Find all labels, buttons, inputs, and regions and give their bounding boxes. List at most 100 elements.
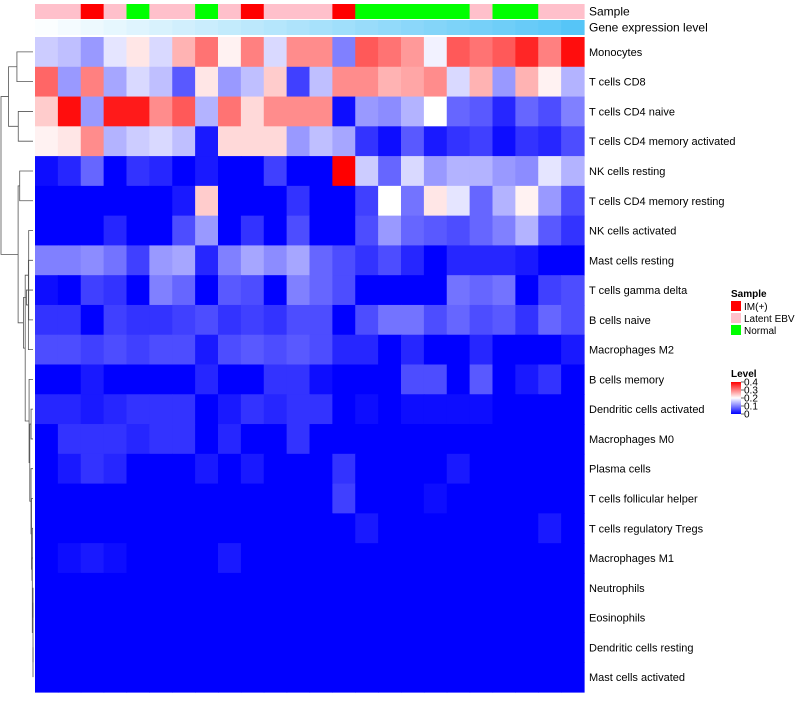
heatmap-cell — [561, 215, 585, 247]
heatmap-cell — [423, 304, 448, 336]
heatmap-cell — [126, 275, 150, 306]
heatmap-cell — [149, 66, 173, 98]
heatmap-cell — [35, 96, 59, 127]
heatmap-cell — [423, 424, 448, 455]
row-label: T cells CD4 naive — [589, 106, 675, 118]
heatmap-cell — [469, 66, 494, 98]
heatmap-cell — [103, 304, 128, 336]
heatmap-cell — [172, 156, 196, 187]
heatmap-cell — [309, 156, 333, 187]
heatmap-cell — [240, 185, 265, 217]
heatmap-cell — [103, 245, 128, 276]
heatmap-cell — [332, 662, 356, 693]
heatmap-cell — [401, 632, 425, 663]
heatmap-cell — [401, 662, 425, 693]
heatmap-cell — [149, 662, 173, 693]
heatmap-cell — [378, 185, 402, 217]
sample-legend-swatch — [731, 301, 741, 311]
heatmap-cell — [332, 66, 356, 98]
heatmap-cell — [446, 126, 471, 157]
sample-annotation-cell — [561, 4, 585, 19]
heatmap-cell — [309, 602, 333, 634]
heatmap-cell — [423, 394, 448, 425]
heatmap-cell — [401, 275, 425, 306]
heatmap-cell — [57, 602, 82, 634]
heatmap-cell — [218, 66, 242, 98]
heatmap-cell — [126, 126, 150, 157]
heatmap-cell — [103, 662, 128, 693]
heatmap-cell — [561, 156, 585, 187]
expression-annotation-cell — [355, 20, 379, 35]
heatmap-cell — [401, 96, 425, 127]
heatmap-cell — [263, 66, 288, 98]
heatmap-cell — [103, 37, 128, 68]
row-label: Dendritic cells activated — [589, 404, 705, 416]
heatmap-cell — [103, 453, 128, 485]
heatmap-cell — [515, 543, 539, 574]
heatmap-cell — [332, 632, 356, 663]
heatmap-cell — [355, 572, 379, 604]
heatmap-cell — [492, 185, 516, 217]
heatmap-cell — [446, 156, 471, 187]
level-tick-label: 0.1 — [744, 402, 758, 413]
heatmap-cell — [35, 156, 59, 187]
heatmap-cell — [126, 662, 150, 693]
heatmap-cell — [446, 632, 471, 663]
dendrogram-branch — [30, 468, 33, 535]
heatmap-cell — [309, 424, 333, 455]
dendrogram-branch — [17, 185, 24, 324]
heatmap-cell — [492, 37, 516, 68]
heatmap-cell — [103, 275, 128, 306]
heatmap-cell — [103, 215, 128, 247]
row-label: T cells follicular helper — [589, 493, 698, 505]
heatmap-cell — [561, 96, 585, 127]
heatmap-cell — [263, 483, 288, 514]
heatmap-cell — [378, 334, 402, 366]
heatmap-cell — [195, 66, 219, 98]
heatmap-cell — [149, 96, 173, 127]
heatmap-cell — [378, 275, 402, 306]
heatmap-cell — [401, 304, 425, 336]
expression-annotation-cell — [218, 20, 242, 35]
heatmap-cell — [103, 632, 128, 663]
level-tick-label: 0.4 — [744, 378, 758, 389]
heatmap-cells — [35, 37, 585, 693]
sample-annotation-cell — [172, 4, 196, 19]
heatmap-cell — [446, 513, 471, 544]
heatmap-cell — [80, 275, 105, 306]
heatmap-cell — [561, 37, 585, 68]
heatmap-cell — [218, 632, 242, 663]
heatmap-cell — [469, 364, 494, 395]
heatmap-cell — [492, 572, 516, 604]
heatmap-cell — [378, 126, 402, 157]
heatmap-cell — [332, 156, 356, 187]
heatmap-cell — [423, 334, 448, 366]
heatmap-cell — [492, 662, 516, 693]
heatmap-cell — [240, 513, 265, 544]
heatmap-cell — [195, 632, 219, 663]
expression-annotation-cell — [149, 20, 173, 35]
sample-annotation-label: Sample — [589, 5, 630, 19]
expression-annotation-cell — [492, 20, 516, 35]
heatmap-cell — [446, 364, 471, 395]
heatmap-cell — [423, 185, 448, 217]
heatmap-cell — [172, 66, 196, 98]
heatmap-cell — [126, 543, 150, 574]
heatmap-cell — [172, 245, 196, 276]
heatmap-cell — [309, 245, 333, 276]
heatmap-cell — [35, 275, 59, 306]
heatmap-cell — [57, 126, 82, 157]
heatmap-cell — [401, 185, 425, 217]
heatmap-cell — [126, 483, 150, 514]
heatmap-cell — [126, 364, 150, 395]
heatmap-cell — [286, 513, 311, 544]
heatmap-cell — [538, 572, 562, 604]
heatmap-cell — [515, 304, 539, 336]
heatmap-cell — [57, 304, 82, 336]
heatmap-cell — [492, 334, 516, 366]
heatmap-cell — [446, 37, 471, 68]
heatmap-cell — [80, 483, 105, 514]
heatmap-cell — [286, 334, 311, 366]
heatmap-cell — [35, 215, 59, 247]
